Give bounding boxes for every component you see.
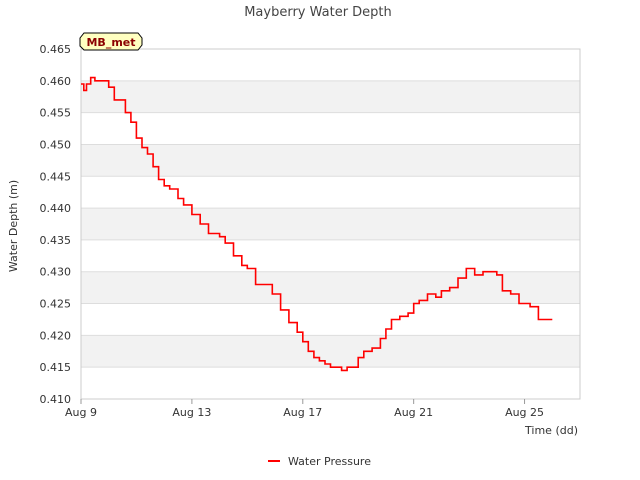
y-tick-label: 0.465 [40,43,72,56]
grid-band [81,80,580,113]
y-tick-label: 0.425 [40,298,72,311]
y-tick-label: 0.460 [40,75,72,88]
grid-band [81,271,580,304]
y-tick-label: 0.415 [40,361,72,374]
x-tick-label: Aug 25 [505,406,544,419]
y-axis: 0.410 0.415 0.420 0.425 0.430 0.435 0.440 0.445… [40,43,72,406]
y-tick-label: 0.430 [40,266,72,279]
y-tick-label: 0.435 [40,234,72,247]
y-tick-label: 0.420 [40,329,72,342]
grid-band [81,144,580,177]
site-tag: MB_met [79,32,143,51]
plot-area [80,48,581,400]
y-tick-label: 0.410 [40,393,72,406]
series-layer [81,76,553,372]
series-line-water-pressure [81,76,553,372]
chart-title: Mayberry Water Depth [244,5,392,20]
y-tick-label: 0.455 [40,107,72,120]
x-tick-label: Aug 17 [283,406,322,419]
x-tick-label: Aug 9 [65,406,97,419]
x-tick-label: Aug 13 [172,406,211,419]
x-tick-label: Aug 21 [394,406,433,419]
y-tick-label: 0.440 [40,202,72,215]
legend: Water Pressure [268,455,371,468]
y-tick-label: 0.450 [40,138,72,151]
grid-band [81,335,580,368]
grid-band [81,208,580,240]
x-axis-label: Time (dd) [524,424,578,437]
y-axis-label: Water Depth (m) [7,180,20,272]
plot-bands [81,80,580,368]
y-tick-label: 0.445 [40,170,72,183]
x-axis: Aug 9 Aug 13 Aug 17 Aug 21 Aug 25 [65,399,544,419]
legend-label: Water Pressure [288,455,371,468]
site-tag-label: MB_met [86,36,135,49]
